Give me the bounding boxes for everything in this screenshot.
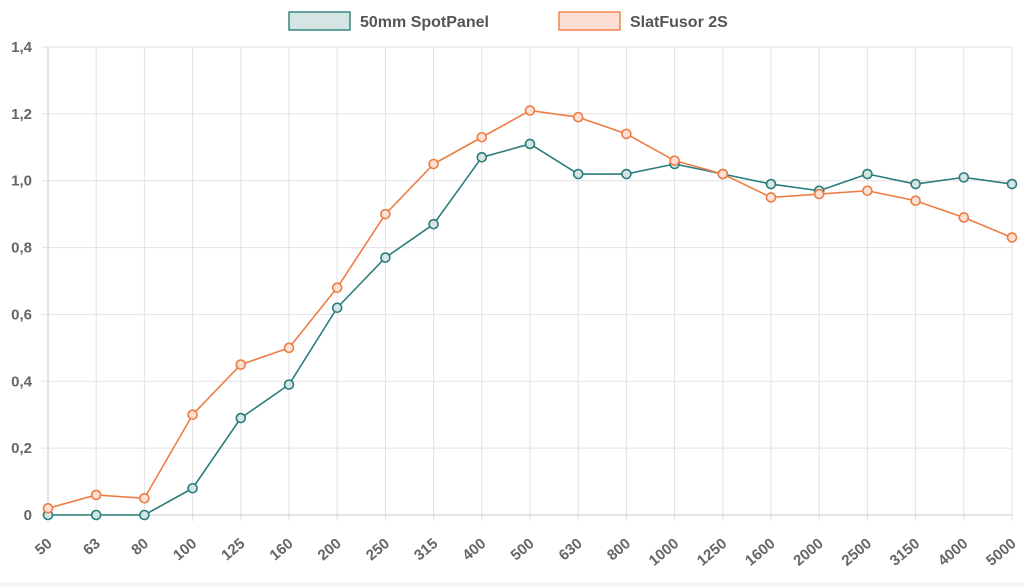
- y-tick-label: 1,2: [11, 106, 32, 123]
- data-point[interactable]: [139, 509, 150, 521]
- x-tick-label: 400: [459, 535, 489, 564]
- x-tick-label: 1600: [742, 535, 778, 569]
- x-tick-label: 125: [218, 535, 248, 564]
- x-tick-label: 1000: [646, 535, 682, 569]
- x-tick-label: 315: [411, 535, 441, 564]
- y-tick-label: 0,8: [11, 240, 32, 257]
- data-point[interactable]: [331, 302, 343, 314]
- series-group: [42, 105, 1018, 514]
- x-tick-label: 250: [363, 535, 393, 564]
- x-tick-label: 200: [315, 535, 345, 564]
- x-tick-label: 50: [32, 535, 56, 559]
- x-tick-label: 2000: [790, 535, 826, 569]
- y-tick-label: 0,6: [11, 306, 32, 323]
- y-tick-label: 0,2: [11, 440, 32, 457]
- data-point[interactable]: [283, 342, 295, 354]
- x-tick-label: 2500: [838, 535, 874, 569]
- data-point[interactable]: [476, 131, 488, 143]
- data-point[interactable]: [1006, 178, 1018, 190]
- x-tick-label: 160: [266, 535, 296, 564]
- y-tick-label: 0: [24, 507, 32, 524]
- x-tick-label: 800: [604, 535, 634, 564]
- x-tick-label: 630: [556, 535, 586, 564]
- data-point[interactable]: [380, 252, 391, 263]
- data-point[interactable]: [524, 105, 536, 116]
- data-point[interactable]: [380, 208, 391, 220]
- legend-item[interactable]: 50mm SpotPanel: [288, 11, 489, 31]
- grid: [42, 46, 1013, 521]
- data-point[interactable]: [90, 489, 102, 501]
- data-point[interactable]: [669, 155, 680, 166]
- data-point[interactable]: [524, 138, 536, 150]
- data-point[interactable]: [910, 195, 921, 207]
- legend-label: SlatFusor 2S: [630, 14, 728, 31]
- legend: 50mm SpotPanel SlatFusor 2S: [288, 11, 728, 31]
- data-point[interactable]: [235, 359, 247, 370]
- y-tick-label: 0,4: [11, 373, 33, 390]
- data-point[interactable]: [187, 409, 198, 421]
- x-tick-label: 500: [507, 535, 537, 564]
- data-point[interactable]: [958, 212, 970, 223]
- data-point[interactable]: [428, 218, 439, 230]
- data-point[interactable]: [283, 379, 295, 390]
- y-tick-label: 1,4: [11, 39, 33, 56]
- data-point[interactable]: [765, 192, 777, 203]
- data-point[interactable]: [621, 128, 632, 140]
- data-point[interactable]: [958, 172, 970, 183]
- x-tick-label: 3150: [887, 535, 923, 569]
- data-point[interactable]: [139, 492, 150, 504]
- legend-swatch: [558, 11, 621, 31]
- data-point[interactable]: [1006, 232, 1018, 243]
- data-point[interactable]: [428, 158, 439, 170]
- x-tick-label: 80: [128, 535, 152, 559]
- data-point[interactable]: [42, 503, 54, 514]
- data-point[interactable]: [717, 168, 729, 180]
- data-point[interactable]: [765, 178, 777, 190]
- data-point[interactable]: [813, 188, 825, 200]
- data-point[interactable]: [187, 482, 198, 494]
- legend-item[interactable]: SlatFusor 2S: [558, 11, 728, 31]
- x-tick-label: 1250: [694, 535, 730, 569]
- legend-label: 50mm SpotPanel: [360, 14, 489, 31]
- x-tick-label: 63: [80, 535, 104, 559]
- data-point[interactable]: [572, 111, 584, 123]
- data-point[interactable]: [621, 168, 632, 180]
- data-point[interactable]: [331, 282, 343, 293]
- x-tick-label: 4000: [935, 535, 971, 569]
- data-point[interactable]: [910, 178, 921, 190]
- data-point[interactable]: [90, 509, 102, 521]
- x-tick-label: 5000: [983, 535, 1019, 569]
- data-point[interactable]: [862, 168, 873, 180]
- data-point[interactable]: [476, 152, 488, 163]
- series-group: [42, 138, 1018, 521]
- y-tick-label: 1,0: [11, 173, 32, 190]
- data-point[interactable]: [862, 185, 873, 197]
- series: [42, 105, 1018, 521]
- x-tick-label: 100: [170, 535, 200, 564]
- data-point[interactable]: [235, 412, 247, 424]
- legend-swatch: [288, 11, 351, 31]
- data-point[interactable]: [572, 168, 584, 180]
